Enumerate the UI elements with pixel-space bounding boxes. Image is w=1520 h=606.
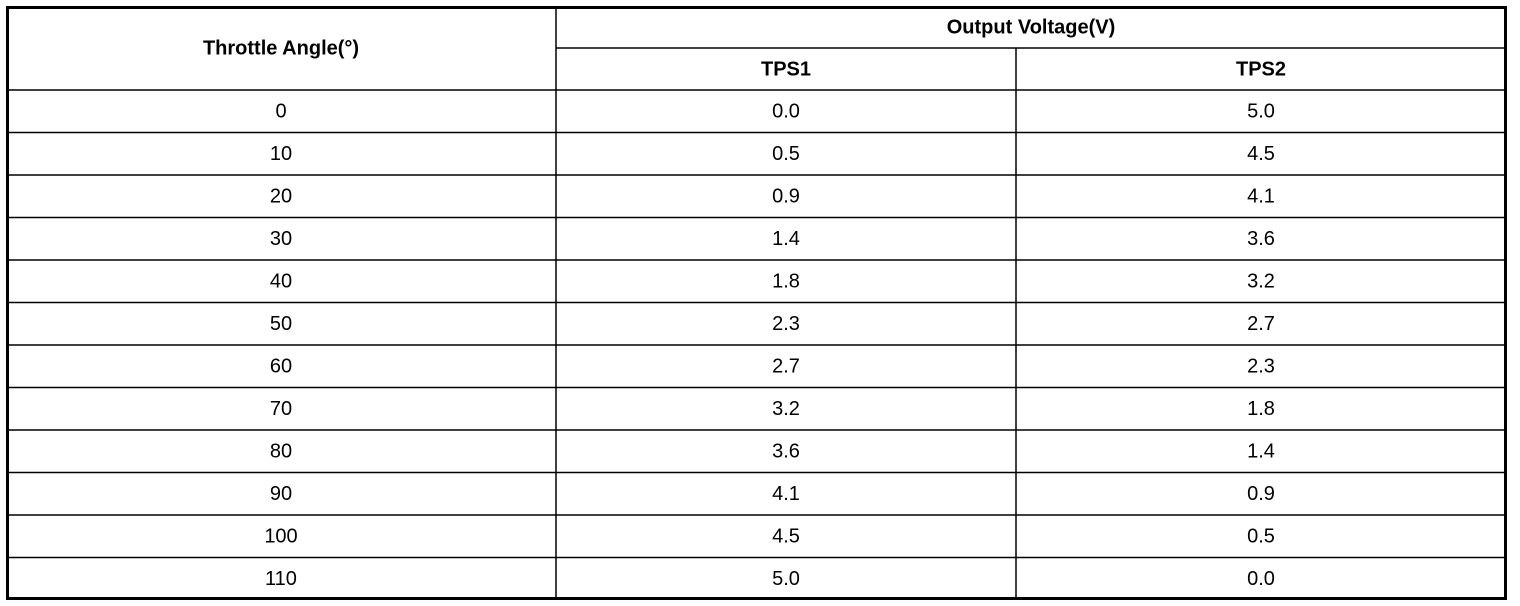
table-cell: 3.2 [1247,271,1275,293]
table-cell: 0.5 [1247,526,1275,548]
header-cell: TPS2 [1236,58,1286,80]
table-cell: 0.0 [772,101,800,123]
table-cell: 0.5 [772,143,800,165]
table-cell: 3.6 [1247,228,1275,250]
table-cell: 1.4 [1247,441,1275,463]
table-cell: 10 [270,143,292,165]
table-cell: 30 [270,228,292,250]
table-cell: 80 [270,441,292,463]
table-cell: 1.8 [772,271,800,293]
table-cell: 5.0 [1247,101,1275,123]
header-cell: Throttle Angle(°) [203,37,359,59]
table-cell: 90 [270,483,292,505]
table-cell: 50 [270,313,292,335]
table-cell: 110 [265,568,297,590]
table-cell: 3.6 [772,441,800,463]
header-cell: Output Voltage(V) [947,16,1116,38]
table-cell: 0.9 [772,186,800,208]
table-cell: 100 [264,526,297,548]
header-cell: TPS1 [761,58,811,80]
table-cell: 70 [270,398,292,420]
table-cell: 60 [270,356,292,378]
table-cell: 4.5 [1247,143,1275,165]
table-cell: 0 [275,101,286,123]
table-cell: 2.3 [772,313,800,335]
table-cell: 5.0 [772,568,800,590]
table-cell: 0.0 [1247,568,1275,590]
table-cell: 2.3 [1247,356,1275,378]
table-cell: 2.7 [1247,313,1275,335]
table-cell: 4.1 [772,483,800,505]
table-cell: 1.8 [1247,398,1275,420]
table-cell: 2.7 [772,356,800,378]
table-cell: 40 [270,271,292,293]
table-cell: 20 [270,186,292,208]
table-cell: 3.2 [772,398,800,420]
table-cell: 4.5 [772,526,800,548]
table-cell: 0.9 [1247,483,1275,505]
table-cell: 4.1 [1247,186,1275,208]
table-cell: 1.4 [772,228,800,250]
